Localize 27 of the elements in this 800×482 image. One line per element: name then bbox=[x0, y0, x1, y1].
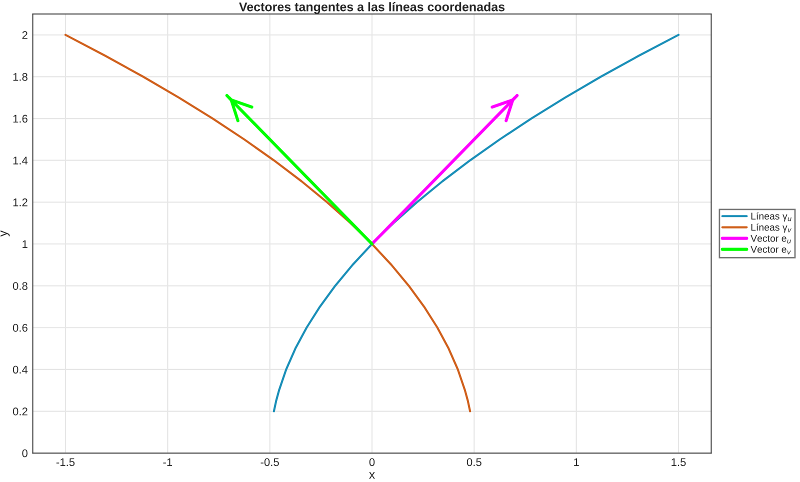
y-tick-label: 0 bbox=[22, 449, 28, 458]
x-tick-label: 0 bbox=[369, 458, 375, 466]
legend-label: Vector e$_{u}$ bbox=[750, 235, 791, 244]
y-axis-title: y bbox=[0, 230, 10, 237]
legend-label: Vector e$_{v}$ bbox=[750, 246, 791, 254]
y-tick-label: 2 bbox=[22, 31, 28, 39]
y-tick-label: 0.2 bbox=[12, 408, 28, 416]
line-series bbox=[272, 34, 680, 412]
y-tick-label: 1 bbox=[22, 240, 28, 248]
x-tick-label: 1.5 bbox=[672, 458, 686, 466]
x-tick-label: 1 bbox=[574, 458, 579, 466]
x-tick-label: -0.5 bbox=[260, 458, 279, 466]
x-tick-label: -1.5 bbox=[56, 458, 75, 466]
y-tick-label: 1.4 bbox=[13, 156, 28, 164]
x-tick-label: 0.5 bbox=[466, 458, 482, 466]
legend-label: Líneas γ$_{u}$ bbox=[751, 212, 792, 222]
legend-label: Líneas γ$_{v}$ bbox=[751, 223, 792, 233]
y-tick-label: 0.8 bbox=[12, 282, 28, 290]
y-tick-label: 0.6 bbox=[12, 324, 28, 332]
x-axis-title: x bbox=[369, 472, 375, 479]
chart-title: Vectores tangentes a las líneas coordenadas bbox=[239, 2, 505, 14]
y-tick-label: 1.2 bbox=[13, 198, 28, 206]
y-tick-label: 0.4 bbox=[12, 366, 28, 374]
y-tick-label: 1.6 bbox=[13, 114, 28, 123]
x-tick-label: -1 bbox=[163, 458, 172, 466]
line-series bbox=[64, 34, 472, 412]
y-tick-label: 1.8 bbox=[13, 72, 28, 81]
